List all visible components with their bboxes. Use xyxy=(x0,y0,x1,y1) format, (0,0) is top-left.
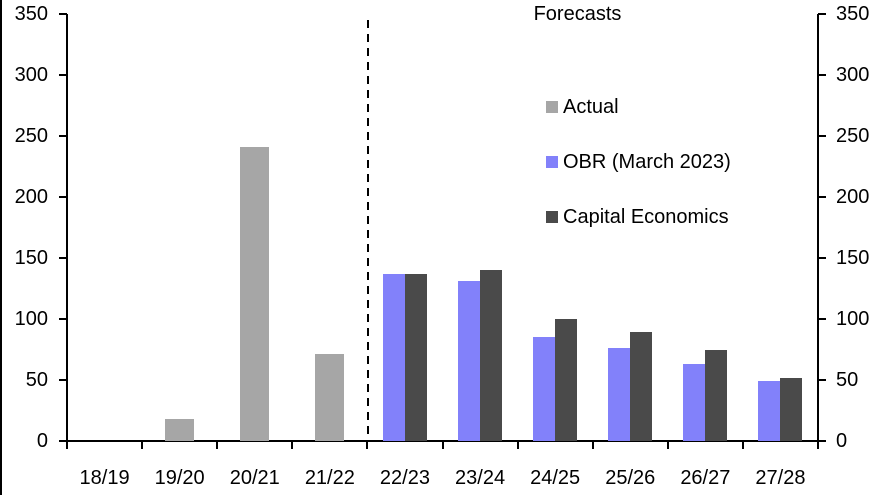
y-axis-tick-label-left: 0 xyxy=(36,430,48,452)
legend-label: Capital Economics xyxy=(563,205,729,228)
x-axis-tick xyxy=(141,441,144,449)
y-axis-tick-label-left: 150 xyxy=(14,247,48,269)
x-axis-tick-label: 24/25 xyxy=(530,467,581,489)
y-axis-tick-label-right: 150 xyxy=(836,247,870,269)
bar-obr-march-2023-27-28 xyxy=(758,381,781,441)
bar-obr-march-2023-22-23 xyxy=(382,273,405,441)
x-axis-tick-label: 23/24 xyxy=(455,467,506,489)
x-axis-tick-label: 25/26 xyxy=(605,467,656,489)
chart-title: Forecasts xyxy=(533,3,622,25)
bar-capital-economics-24-25 xyxy=(555,319,578,441)
x-axis-tick xyxy=(741,441,744,449)
x-axis-tick-label: 21/22 xyxy=(304,467,355,489)
image-left-border xyxy=(0,0,2,495)
forecast-separator-line xyxy=(367,20,369,441)
x-axis-tick xyxy=(817,441,819,449)
legend-label: OBR (March 2023) xyxy=(563,150,731,173)
y-axis-tick-right xyxy=(818,13,826,15)
y-axis-tick-right xyxy=(818,257,826,259)
y-axis-tick-right xyxy=(818,379,826,381)
y-axis-tick-left xyxy=(59,440,67,442)
y-axis-tick-label-left: 350 xyxy=(14,3,48,25)
x-axis-tick xyxy=(66,441,68,449)
bar-obr-march-2023-24-25 xyxy=(533,337,556,441)
x-axis-tick-label: 27/28 xyxy=(755,467,806,489)
x-axis-tick xyxy=(591,441,594,449)
legend-label: Actual xyxy=(563,95,619,118)
x-axis-tick xyxy=(516,441,519,449)
bar-actual-21-22 xyxy=(315,354,345,441)
y-axis-tick-right xyxy=(818,196,826,198)
y-axis-tick-label-left: 100 xyxy=(14,308,48,330)
bar-actual-19-20 xyxy=(165,419,195,441)
legend-swatch-actual xyxy=(546,101,558,113)
x-axis-tick xyxy=(441,441,444,449)
legend-swatch-capital-economics xyxy=(546,211,558,223)
y-axis-tick-left xyxy=(59,318,67,320)
y-axis-tick-label-left: 200 xyxy=(14,186,48,208)
bar-actual-20-21 xyxy=(240,146,270,441)
y-axis-tick-left xyxy=(59,196,67,198)
bar-capital-economics-22-23 xyxy=(404,273,427,441)
y-axis-tick-label-right: 200 xyxy=(836,186,870,208)
y-axis-tick-label-left: 250 xyxy=(14,125,48,147)
x-axis-tick xyxy=(366,441,369,449)
y-axis-tick-left xyxy=(59,135,67,137)
bar-obr-march-2023-23-24 xyxy=(458,281,481,441)
y-axis-tick-label-left: 300 xyxy=(14,64,48,86)
y-axis-tick-left xyxy=(59,13,67,15)
y-axis-tick-right xyxy=(818,318,826,320)
legend-item-capital-economics: Capital Economics xyxy=(546,206,729,228)
x-axis-tick-label: 18/19 xyxy=(79,467,130,489)
x-axis-tick-label: 20/21 xyxy=(229,467,280,489)
x-axis-tick xyxy=(216,441,219,449)
bar-capital-economics-27-28 xyxy=(780,377,803,441)
y-axis-tick-label-right: 0 xyxy=(836,430,848,452)
y-axis-tick-right xyxy=(818,74,826,76)
legend-item-actual: Actual xyxy=(546,96,619,118)
y-axis-right-line xyxy=(817,14,819,442)
x-axis-tick xyxy=(291,441,294,449)
legend-item-obr-march-2023: OBR (March 2023) xyxy=(546,151,731,173)
x-axis-tick-label: 19/20 xyxy=(154,467,205,489)
y-axis-tick-label-right: 50 xyxy=(836,369,859,391)
legend-swatch-obr-march-2023 xyxy=(546,156,558,168)
y-axis-tick-right xyxy=(818,135,826,137)
bar-capital-economics-23-24 xyxy=(480,270,503,441)
bar-obr-march-2023-25-26 xyxy=(608,348,631,441)
y-axis-tick-left xyxy=(59,379,67,381)
x-axis-tick xyxy=(666,441,669,449)
bar-capital-economics-26-27 xyxy=(705,349,728,441)
y-axis-tick-label-left: 50 xyxy=(25,369,48,391)
bar-capital-economics-25-26 xyxy=(630,332,653,441)
bar-obr-march-2023-26-27 xyxy=(683,364,706,441)
y-axis-tick-left xyxy=(59,257,67,259)
x-axis-tick-label: 22/23 xyxy=(379,467,430,489)
x-axis-tick-label: 26/27 xyxy=(680,467,731,489)
y-axis-tick-label-right: 100 xyxy=(836,308,870,330)
y-axis-tick-label-right: 350 xyxy=(836,3,870,25)
y-axis-tick-label-right: 250 xyxy=(836,125,870,147)
y-axis-tick-left xyxy=(59,74,67,76)
y-axis-left-line xyxy=(66,14,68,442)
y-axis-tick-right xyxy=(818,440,826,442)
y-axis-tick-label-right: 300 xyxy=(836,64,870,86)
